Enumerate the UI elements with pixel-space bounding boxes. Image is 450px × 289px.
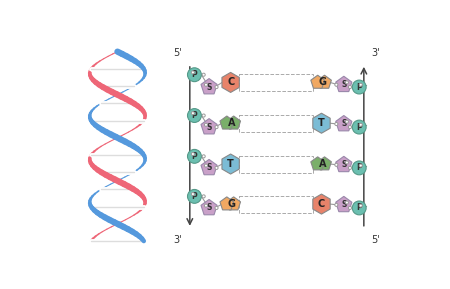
Polygon shape — [201, 160, 217, 175]
Text: S: S — [341, 119, 346, 129]
Circle shape — [188, 149, 201, 163]
Text: P: P — [356, 163, 362, 173]
Circle shape — [348, 206, 351, 210]
Text: S: S — [341, 160, 346, 169]
Polygon shape — [336, 116, 352, 131]
Polygon shape — [336, 197, 352, 212]
Polygon shape — [311, 157, 324, 170]
Circle shape — [359, 164, 362, 167]
Circle shape — [348, 86, 351, 89]
Text: S: S — [341, 200, 346, 209]
Circle shape — [215, 125, 218, 129]
Circle shape — [191, 112, 194, 115]
Circle shape — [335, 203, 338, 206]
Text: 3': 3' — [174, 235, 182, 245]
Circle shape — [188, 68, 201, 82]
Text: P: P — [356, 123, 362, 131]
Polygon shape — [220, 197, 234, 210]
Circle shape — [188, 109, 201, 123]
Circle shape — [335, 83, 338, 86]
Text: P: P — [192, 70, 197, 79]
Polygon shape — [313, 113, 330, 133]
Polygon shape — [220, 116, 234, 129]
Text: G: G — [227, 199, 235, 209]
Text: S: S — [207, 203, 212, 212]
Circle shape — [215, 86, 218, 89]
Circle shape — [204, 123, 207, 126]
Text: T: T — [227, 159, 234, 169]
Text: P: P — [192, 192, 197, 201]
Text: P: P — [192, 111, 197, 120]
Circle shape — [359, 83, 362, 86]
Text: P: P — [192, 152, 197, 161]
Circle shape — [335, 163, 338, 166]
Text: P: P — [356, 203, 362, 212]
Text: 5': 5' — [372, 235, 380, 245]
Circle shape — [188, 190, 201, 203]
Text: S: S — [207, 123, 212, 131]
Polygon shape — [201, 118, 217, 134]
Circle shape — [352, 161, 366, 175]
Circle shape — [204, 204, 207, 207]
Polygon shape — [222, 73, 239, 92]
Polygon shape — [336, 76, 352, 92]
Circle shape — [191, 153, 194, 155]
Circle shape — [215, 166, 218, 169]
Polygon shape — [227, 197, 240, 210]
Text: S: S — [207, 163, 212, 173]
Circle shape — [345, 201, 348, 204]
Circle shape — [191, 192, 194, 196]
Text: T: T — [318, 118, 325, 128]
Circle shape — [191, 71, 194, 74]
Text: P: P — [356, 83, 362, 92]
Circle shape — [345, 81, 348, 84]
Circle shape — [204, 83, 207, 86]
Text: 5': 5' — [173, 48, 182, 58]
Polygon shape — [311, 75, 324, 88]
Circle shape — [352, 201, 366, 215]
Circle shape — [352, 80, 366, 94]
Circle shape — [202, 114, 205, 117]
Polygon shape — [336, 156, 352, 172]
Circle shape — [202, 155, 205, 158]
Circle shape — [202, 195, 205, 198]
Polygon shape — [313, 194, 330, 214]
Polygon shape — [318, 75, 331, 88]
Circle shape — [348, 166, 351, 169]
Text: C: C — [318, 199, 325, 209]
Polygon shape — [318, 157, 331, 170]
Circle shape — [215, 206, 218, 210]
Text: A: A — [319, 159, 326, 169]
Text: G: G — [318, 77, 326, 87]
Text: S: S — [341, 80, 346, 89]
Circle shape — [204, 164, 207, 167]
Text: S: S — [207, 83, 212, 92]
Polygon shape — [222, 154, 239, 174]
Text: A: A — [228, 118, 235, 128]
Circle shape — [359, 123, 362, 126]
Circle shape — [359, 204, 362, 207]
Text: 3': 3' — [372, 48, 380, 58]
Polygon shape — [201, 79, 217, 94]
Circle shape — [345, 161, 348, 164]
Circle shape — [352, 120, 366, 134]
Circle shape — [202, 73, 205, 76]
Polygon shape — [201, 199, 217, 215]
Circle shape — [348, 125, 351, 129]
Circle shape — [345, 120, 348, 123]
Polygon shape — [227, 116, 240, 129]
Circle shape — [335, 123, 338, 125]
Text: C: C — [227, 77, 234, 87]
